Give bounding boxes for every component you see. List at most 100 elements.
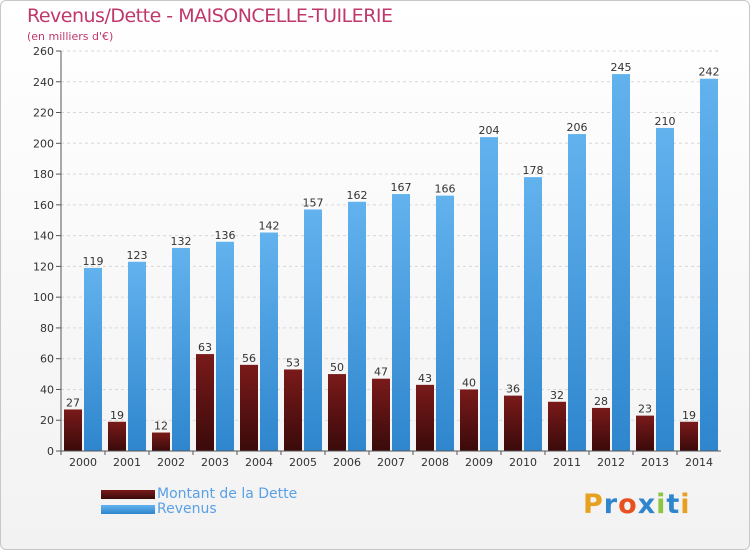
x-tick-label-2012: 2012 [597, 456, 625, 469]
label-revenus-2010: 178 [523, 164, 544, 177]
label-revenus-2007: 167 [391, 181, 412, 194]
bar-revenus-2011 [568, 134, 586, 452]
bar-dette-2006 [328, 374, 346, 451]
label-dette-2001: 19 [110, 409, 124, 422]
label-dette-2004: 56 [242, 352, 256, 365]
x-tick-label-2000: 2000 [69, 456, 97, 469]
label-dette-2005: 53 [286, 356, 300, 369]
x-tick-label-2005: 2005 [289, 456, 317, 469]
y-tick-label-40: 40 [40, 383, 54, 396]
y-tick-label-200: 200 [33, 137, 54, 150]
legend-swatch-dette [101, 490, 155, 499]
x-tick-label-2013: 2013 [641, 456, 669, 469]
logo-letter: r [603, 489, 619, 520]
x-tick-label-2010: 2010 [509, 456, 537, 469]
bar-revenus-2002 [172, 247, 190, 451]
bar-revenus-2010 [524, 177, 542, 451]
label-dette-2006: 50 [330, 361, 344, 374]
bar-dette-2010 [504, 395, 522, 451]
y-tick-label-100: 100 [33, 291, 54, 304]
y-tick-label-180: 180 [33, 168, 54, 181]
x-tick-label-2014: 2014 [685, 456, 713, 469]
y-tick-label-120: 120 [33, 260, 54, 273]
bar-dette-2014 [680, 421, 698, 451]
bar-dette-2008 [416, 384, 434, 451]
label-revenus-2009: 204 [479, 124, 500, 137]
x-tick-label-2004: 2004 [245, 456, 273, 469]
bar-revenus-2013 [656, 127, 674, 451]
bar-dette-2012 [592, 407, 610, 451]
label-revenus-2014: 242 [699, 66, 720, 79]
label-dette-2012: 28 [594, 395, 608, 408]
label-dette-2009: 40 [462, 376, 476, 389]
bar-dette-2007 [372, 378, 390, 451]
y-tick-label-140: 140 [33, 230, 54, 243]
label-revenus-2003: 136 [215, 229, 236, 242]
bar-revenus-2005 [304, 209, 322, 451]
bar-dette-2013 [636, 415, 654, 451]
y-tick-label-160: 160 [33, 199, 54, 212]
x-tick-label-2011: 2011 [553, 456, 581, 469]
bar-revenus-2012 [612, 74, 630, 452]
legend-label-revenus: Revenus [157, 501, 217, 517]
logo-letter: t [666, 489, 681, 520]
bar-revenus-2001 [128, 261, 146, 451]
logo-letter: i [656, 489, 667, 520]
bar-dette-2011 [548, 401, 566, 451]
label-dette-2011: 32 [550, 389, 564, 402]
bar-dette-2009 [460, 389, 478, 451]
x-tick-label-2003: 2003 [201, 456, 229, 469]
label-dette-2014: 19 [682, 409, 696, 422]
logo-letter: i [680, 489, 691, 520]
bar-revenus-2000 [84, 267, 102, 451]
y-tick-label-220: 220 [33, 107, 54, 120]
x-tick-label-2001: 2001 [113, 456, 141, 469]
y-tick-label-60: 60 [40, 353, 54, 366]
bar-dette-2004 [240, 364, 258, 451]
label-dette-2003: 63 [198, 341, 212, 354]
x-tick-label-2006: 2006 [333, 456, 361, 469]
label-revenus-2002: 132 [171, 235, 192, 248]
chart-title: Revenus/Dette - MAISONCELLE-TUILERIE [27, 5, 393, 27]
label-revenus-2011: 206 [567, 121, 588, 134]
bar-dette-2002 [152, 432, 170, 451]
logo-letter: P [583, 489, 604, 520]
bar-revenus-2009 [480, 137, 498, 451]
bar-revenus-2008 [436, 195, 454, 451]
proxiti-logo: Proxiti [583, 489, 691, 520]
x-tick-label-2007: 2007 [377, 456, 405, 469]
bar-revenus-2014 [700, 78, 718, 451]
axes: 0 20 40 60 80 100 120 140 160 180 200 220 240 260 2000… [33, 45, 721, 469]
bar-revenus-2003 [216, 241, 234, 451]
x-tick-label-2009: 2009 [465, 456, 493, 469]
logo-letter: o [618, 489, 638, 520]
label-revenus-2013: 210 [655, 115, 676, 128]
y-tick-label-0: 0 [47, 445, 54, 458]
label-dette-2002: 12 [154, 420, 168, 433]
bar-dette-2005 [284, 369, 302, 451]
label-dette-2000: 27 [66, 396, 80, 409]
bar-dette-2003 [196, 354, 214, 451]
logo-letter: x [637, 489, 657, 520]
label-revenus-2001: 123 [127, 249, 148, 262]
label-revenus-2006: 162 [347, 189, 368, 202]
legend-swatch-revenus [101, 505, 155, 514]
bar-dette-2001 [108, 421, 126, 451]
grid-lines [61, 50, 721, 452]
bar-dette-2000 [64, 409, 82, 451]
y-tick-label-260: 260 [33, 45, 54, 58]
label-revenus-2004: 142 [259, 220, 280, 233]
label-revenus-2008: 166 [435, 183, 456, 196]
label-dette-2007: 47 [374, 366, 388, 379]
label-dette-2008: 43 [418, 372, 432, 385]
bar-chart: 27 119 19 123 12 132 63 136 56 142 53 157 50 162 47 167… [33, 45, 721, 469]
bar-revenus-2007 [392, 194, 410, 452]
y-tick-label-20: 20 [40, 414, 54, 427]
label-dette-2010: 36 [506, 383, 520, 396]
label-revenus-2005: 157 [303, 196, 324, 209]
bar-revenus-2004 [260, 232, 278, 451]
x-tick-label-2008: 2008 [421, 456, 449, 469]
label-revenus-2000: 119 [83, 255, 104, 268]
x-tick-label-2002: 2002 [157, 456, 185, 469]
